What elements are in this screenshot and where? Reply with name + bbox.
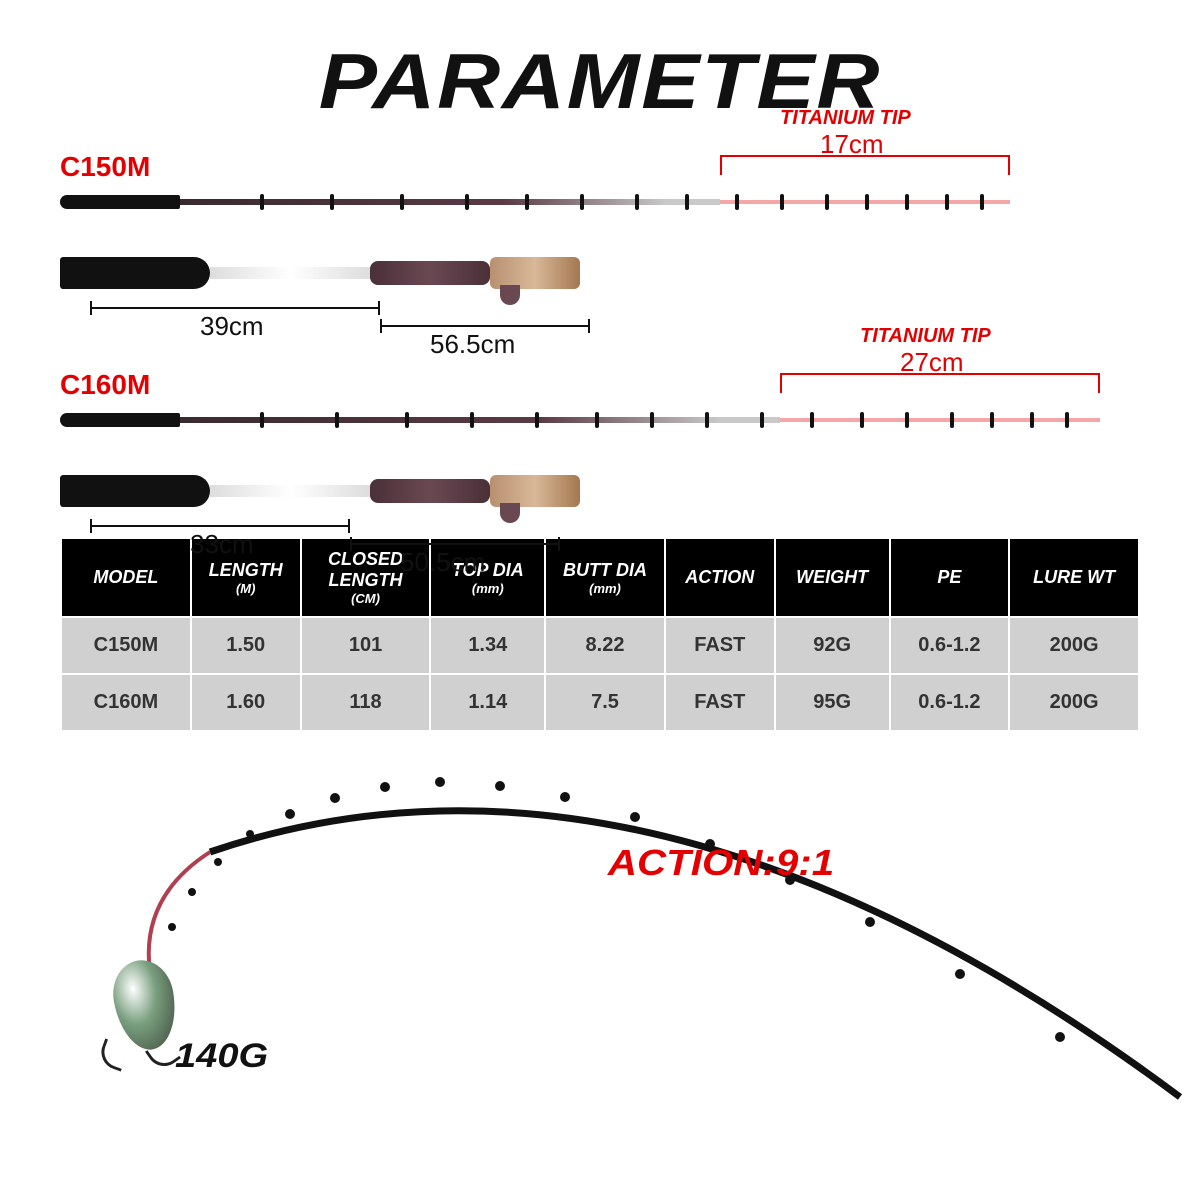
table-cell: FAST xyxy=(665,617,775,674)
titanium-tip-label: TITANIUM TIP xyxy=(780,107,911,130)
handle-dim-1: 33cm xyxy=(190,529,254,560)
table-cell: 1.14 xyxy=(430,674,545,731)
handle-dim-2: 56.5cm xyxy=(430,329,515,360)
page-title: PARAMETER xyxy=(0,0,1200,127)
col-header: BUTT DIA(mm) xyxy=(545,538,665,617)
table-cell: 200G xyxy=(1009,617,1139,674)
col-header: PE xyxy=(890,538,1010,617)
table-cell: 0.6-1.2 xyxy=(890,617,1010,674)
table-cell: 118 xyxy=(301,674,431,731)
tip-bracket xyxy=(720,155,1010,175)
spec-table: MODELLENGTH(M)CLOSED LENGTH(CM)TOP DIA(m… xyxy=(60,537,1140,732)
table-cell: 1.34 xyxy=(430,617,545,674)
col-header: MODEL xyxy=(61,538,191,617)
table-cell: 1.60 xyxy=(191,674,301,731)
table-cell: 200G xyxy=(1009,674,1139,731)
handle-illustration: 39cm 56.5cm xyxy=(60,249,1140,299)
table-cell: 101 xyxy=(301,617,431,674)
table-cell: 1.50 xyxy=(191,617,301,674)
col-header: LURE WT xyxy=(1009,538,1139,617)
rod-illustration xyxy=(60,189,1140,215)
table-cell: C150M xyxy=(61,617,191,674)
table-row: C160M1.601181.147.5FAST95G0.6-1.2200G xyxy=(61,674,1139,731)
handle-illustration: 33cm 50.5cm xyxy=(60,467,1140,517)
lure-weight: 140G xyxy=(175,1037,268,1076)
handle-dim-2: 50.5cm xyxy=(400,547,485,578)
rod-c160m: TITANIUM TIP 27cm C160M 33cm 50.5cm xyxy=(60,369,1140,517)
table-cell: C160M xyxy=(61,674,191,731)
table-cell: 92G xyxy=(775,617,890,674)
tip-bracket xyxy=(780,373,1100,393)
handle-dim-1: 39cm xyxy=(200,311,264,342)
table-cell: 0.6-1.2 xyxy=(890,674,1010,731)
table-cell: FAST xyxy=(665,674,775,731)
action-illustration: ACTION:9:1 140G xyxy=(0,742,1200,1082)
col-header: ACTION xyxy=(665,538,775,617)
action-ratio: ACTION:9:1 xyxy=(608,842,834,884)
table-row: C150M1.501011.348.22FAST92G0.6-1.2200G xyxy=(61,617,1139,674)
table-cell: 7.5 xyxy=(545,674,665,731)
table-cell: 8.22 xyxy=(545,617,665,674)
table-cell: 95G xyxy=(775,674,890,731)
col-header: WEIGHT xyxy=(775,538,890,617)
rod-illustration xyxy=(60,407,1140,433)
titanium-tip-label: TITANIUM TIP xyxy=(860,325,991,348)
rod-c150m: TITANIUM TIP 17cm C150M 39cm 56.5cm xyxy=(60,151,1140,299)
